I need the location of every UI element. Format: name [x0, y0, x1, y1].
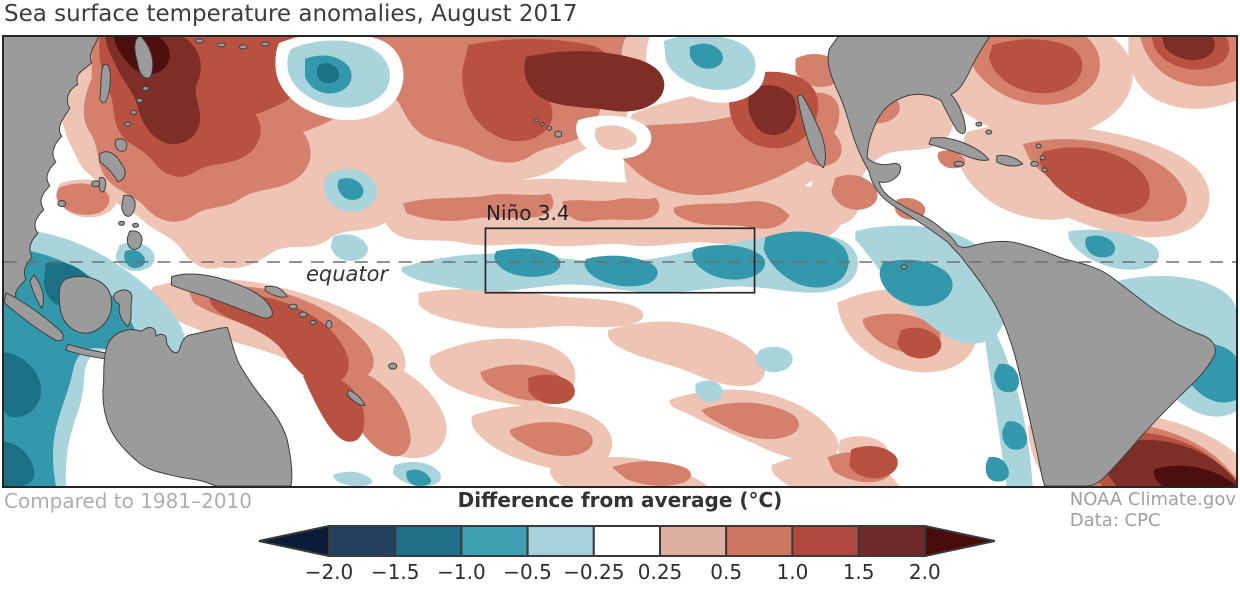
colorbar-segment: [592, 525, 661, 557]
cool-anomaly-layer: [4, 37, 1236, 486]
colorbar-segment: [857, 525, 926, 557]
credit-cpc: Data: CPC: [1069, 510, 1161, 531]
colorbar-tick-label: −0.25: [563, 560, 624, 584]
colorbar-tick-label: 1.5: [843, 560, 875, 584]
equator-label: equator: [306, 262, 389, 286]
map-canvas: [2, 35, 1238, 488]
colorbar-tick-label: 0.25: [638, 560, 683, 584]
colorbar-left-arrow: [258, 525, 330, 558]
anomaly-map: [4, 37, 1236, 486]
colorbar-tick-label: −2.0: [305, 560, 354, 584]
nino34-label: Niño 3.4: [486, 201, 570, 225]
colorbar-segment: [394, 525, 463, 557]
nino34-box: [484, 227, 756, 294]
page-title: Sea surface temperature anomalies, Augus…: [4, 1, 578, 27]
colorbar-tick-label: 2.0: [909, 560, 941, 584]
colorbar-title: Difference from average (°C): [457, 488, 783, 512]
colorbar-tick-label: 0.5: [710, 560, 742, 584]
data-credit: NOAA Climate.gov Data: CPC: [1070, 489, 1236, 531]
colorbar-segment: [791, 525, 860, 557]
colorbar: −2.0 −1.5 −1.0 −0.5 −0.25 0.25 0.5 1.0 1.5 2.0: [258, 525, 996, 584]
baseline-note: Compared to 1981–2010: [4, 489, 253, 513]
credit-noaa: NOAA Climate.gov: [1069, 489, 1236, 510]
colorbar-segment: [659, 525, 728, 557]
colorbar-segment: [460, 525, 529, 557]
colorbar-segment: [725, 525, 794, 557]
colorbar-tick-label: −0.5: [503, 560, 552, 584]
colorbar-tick-label: −1.0: [437, 560, 486, 584]
colorbar-right-arrow: [923, 525, 996, 558]
colorbar-tick-label: 1.0: [776, 560, 808, 584]
colorbar-segment: [526, 525, 595, 557]
colorbar-tick-label: −1.5: [371, 560, 420, 584]
colorbar-segment: [328, 525, 397, 557]
